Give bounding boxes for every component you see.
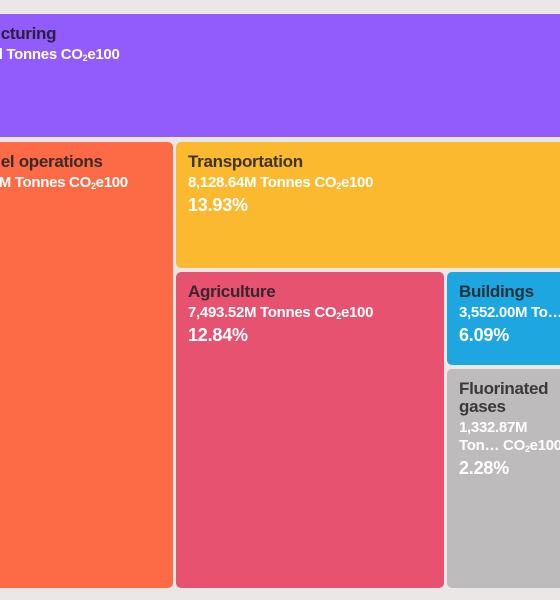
tile-value: 1,332.87M Ton… CO2e100: [459, 419, 560, 454]
tile-value: …M Tonnes CO2e100: [0, 174, 128, 191]
tile-agriculture[interactable]: Agriculture 7,493.52M Tonnes CO2e100 12.…: [176, 272, 444, 588]
tile-manufacturing[interactable]: …cturing …l Tonnes CO2e100: [0, 14, 560, 137]
tile-label: Agriculture: [188, 282, 276, 301]
tile-percent: 2.28%: [459, 458, 510, 478]
tile-label: …el operations: [0, 152, 103, 171]
tile-value: 3,552.00M To…: [459, 304, 560, 321]
tile-percent: 12.84%: [188, 325, 248, 345]
tile-fossil-fuel-operations[interactable]: …el operations …M Tonnes CO2e100: [0, 142, 173, 588]
tile-buildings[interactable]: Buildings 3,552.00M To… 6.09%: [447, 272, 560, 365]
tile-label: …cturing: [0, 24, 57, 43]
tile-percent: 13.93%: [188, 195, 248, 215]
tile-transportation[interactable]: Transportation 8,128.64M Tonnes CO2e100 …: [176, 142, 560, 268]
tile-label: Buildings: [459, 282, 534, 301]
tile-fluorinated-gases[interactable]: Fluorinated gases 1,332.87M Ton… CO2e100…: [447, 369, 560, 588]
tile-label: Transportation: [188, 152, 303, 171]
tile-value: …l Tonnes CO2e100: [0, 46, 120, 63]
tile-value: 7,493.52M Tonnes CO2e100: [188, 304, 374, 321]
tile-label: Fluorinated gases: [459, 379, 549, 416]
tile-value: 8,128.64M Tonnes CO2e100: [188, 174, 374, 191]
tile-percent: 6.09%: [459, 325, 510, 345]
